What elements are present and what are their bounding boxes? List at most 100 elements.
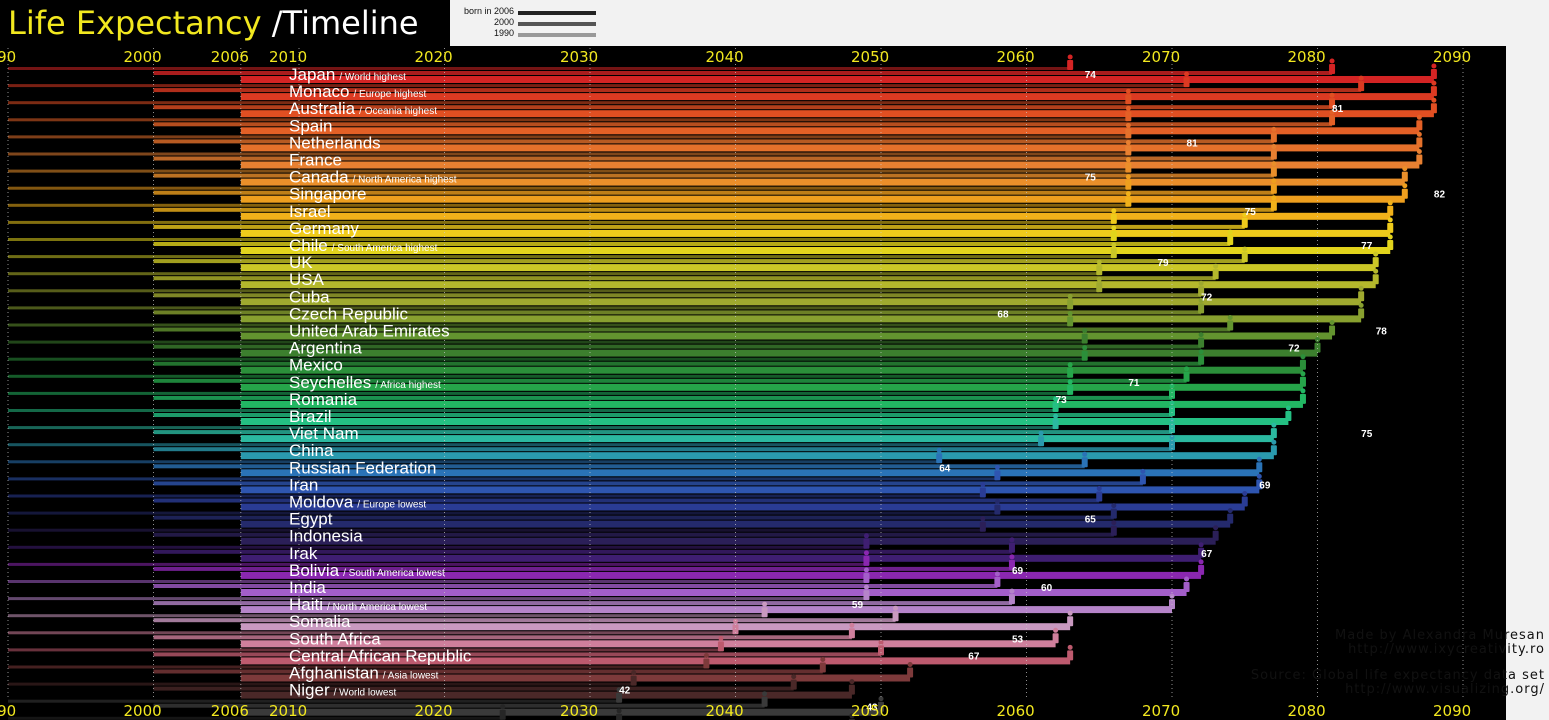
x-tick-label-top: 2080 bbox=[1288, 48, 1326, 66]
person-icon bbox=[1430, 63, 1437, 79]
country-note: / Europe highest bbox=[353, 89, 426, 100]
bar-Viet Nam-2006 bbox=[240, 435, 1274, 443]
bar-Spain-2000 bbox=[153, 122, 1333, 127]
person-icon bbox=[761, 691, 768, 707]
bar-Seychelles-1990 bbox=[8, 374, 1071, 378]
country-label: Afghanistan bbox=[289, 664, 379, 683]
country-label: UK bbox=[289, 253, 313, 272]
bar-Afghanistan-1990 bbox=[8, 665, 707, 669]
person-icon bbox=[1110, 225, 1117, 241]
bars-group bbox=[8, 67, 1434, 720]
bar-Netherlands-2000 bbox=[153, 139, 1274, 144]
bar-China-2006 bbox=[240, 452, 1274, 460]
x-tick-label-bottom: 2020 bbox=[415, 702, 453, 720]
person-icon bbox=[1329, 320, 1336, 336]
bar-India-1990 bbox=[8, 580, 867, 583]
value-label: 79 bbox=[1157, 258, 1169, 269]
bar-row-37-1990 bbox=[8, 699, 620, 703]
country-label: Monaco bbox=[289, 82, 349, 101]
bar-Romania-1990 bbox=[8, 391, 1071, 395]
country-label: Australia bbox=[289, 99, 356, 118]
figures-group bbox=[499, 54, 1437, 720]
legend-item-2006: born in 2006 bbox=[463, 6, 514, 16]
country-label: Singapore bbox=[289, 185, 367, 204]
person-icon bbox=[1096, 276, 1103, 293]
credits-author-url[interactable]: http://www.ixycreativity.ro bbox=[1348, 642, 1545, 657]
x-tick-label-top: 2050 bbox=[851, 48, 889, 66]
person-icon bbox=[994, 464, 1001, 481]
person-icon bbox=[1227, 315, 1234, 331]
country-note: / South America lowest bbox=[343, 568, 445, 579]
bar-Cuba-2000 bbox=[153, 293, 1202, 298]
x-tick-label-bottom: 2010 bbox=[269, 702, 307, 720]
country-note: / World lowest bbox=[334, 688, 397, 699]
x-tick-label-top: 2030 bbox=[560, 48, 598, 66]
country-label: Egypt bbox=[289, 510, 333, 529]
bar-USA-1990 bbox=[8, 272, 1100, 276]
bar-USA-2006 bbox=[240, 281, 1376, 289]
bar-Czech Republic-2000 bbox=[153, 310, 1202, 315]
legend-swatch-2000 bbox=[518, 22, 596, 26]
person-icon bbox=[892, 605, 899, 622]
country-label: Iran bbox=[289, 475, 318, 494]
person-icon bbox=[1270, 178, 1277, 194]
bar-Indonesia-1990 bbox=[8, 528, 983, 532]
person-icon bbox=[863, 567, 870, 583]
x-tick-label-bottom: 2030 bbox=[560, 702, 598, 720]
country-label: Czech Republic bbox=[289, 304, 409, 323]
person-icon bbox=[1096, 486, 1103, 502]
person-icon bbox=[1067, 610, 1074, 627]
legend-item-1990: 1990 bbox=[493, 28, 514, 38]
person-icon bbox=[1401, 166, 1408, 182]
person-icon bbox=[1110, 520, 1117, 536]
country-label: Haiti bbox=[289, 595, 323, 614]
person-icon bbox=[790, 674, 797, 690]
person-icon bbox=[1256, 473, 1263, 490]
country-note: / Oceania highest bbox=[359, 106, 437, 117]
person-icon bbox=[1067, 379, 1074, 395]
person-icon bbox=[1387, 200, 1394, 216]
bar-Cuba-2006 bbox=[240, 298, 1362, 306]
country-label: United Arab Emirates bbox=[289, 322, 450, 341]
x-tick-label-top: 2006 bbox=[211, 48, 249, 66]
x-tick-label-bottom: 2006 bbox=[211, 702, 249, 720]
bar-Iran-2000 bbox=[153, 481, 1143, 486]
x-tick-label-top: 2090 bbox=[1433, 48, 1471, 66]
value-label: 72 bbox=[1288, 344, 1300, 355]
bar-Iran-1990 bbox=[8, 477, 998, 481]
person-icon bbox=[848, 622, 855, 639]
bar-Viet Nam-1990 bbox=[8, 426, 1056, 430]
country-note: / South America highest bbox=[332, 243, 438, 254]
bar-Central African Republic-2000 bbox=[153, 652, 881, 657]
person-icon bbox=[1198, 297, 1205, 314]
person-icon bbox=[1241, 212, 1248, 228]
bar-France-2000 bbox=[153, 156, 1274, 161]
person-icon bbox=[994, 571, 1001, 587]
country-label: Japan bbox=[289, 65, 335, 84]
bar-Singapore-2006 bbox=[240, 195, 1405, 203]
country-label: Moldova bbox=[289, 493, 354, 512]
person-icon bbox=[1169, 434, 1175, 451]
country-note: / North America lowest bbox=[327, 602, 427, 613]
bar-Egypt-1990 bbox=[8, 511, 998, 515]
person-icon bbox=[1387, 234, 1394, 250]
person-icon bbox=[1329, 92, 1336, 109]
value-label: 64 bbox=[939, 463, 951, 474]
credits-source-url[interactable]: http://www.visualizing.org/ bbox=[1345, 682, 1545, 697]
bar-Russian Federation-1990 bbox=[8, 460, 940, 464]
bar-row-37-2000 bbox=[153, 703, 765, 708]
country-label: France bbox=[289, 151, 342, 170]
person-icon bbox=[1227, 508, 1234, 524]
person-icon bbox=[1198, 280, 1205, 297]
bar-Romania-2006 bbox=[240, 400, 1303, 408]
bar-Central African Republic-1990 bbox=[8, 648, 721, 652]
person-icon bbox=[1096, 259, 1103, 276]
bar-Viet Nam-2000 bbox=[153, 430, 1172, 435]
bar-Germany-2006 bbox=[240, 229, 1391, 237]
bar-South Africa-2006 bbox=[240, 640, 1056, 648]
value-label: 43 bbox=[866, 703, 878, 714]
country-label: Bolivia bbox=[289, 561, 340, 580]
bar-Russian Federation-2000 bbox=[153, 464, 1085, 469]
value-label: 72 bbox=[1201, 292, 1213, 303]
bar-South Africa-1990 bbox=[8, 631, 736, 635]
